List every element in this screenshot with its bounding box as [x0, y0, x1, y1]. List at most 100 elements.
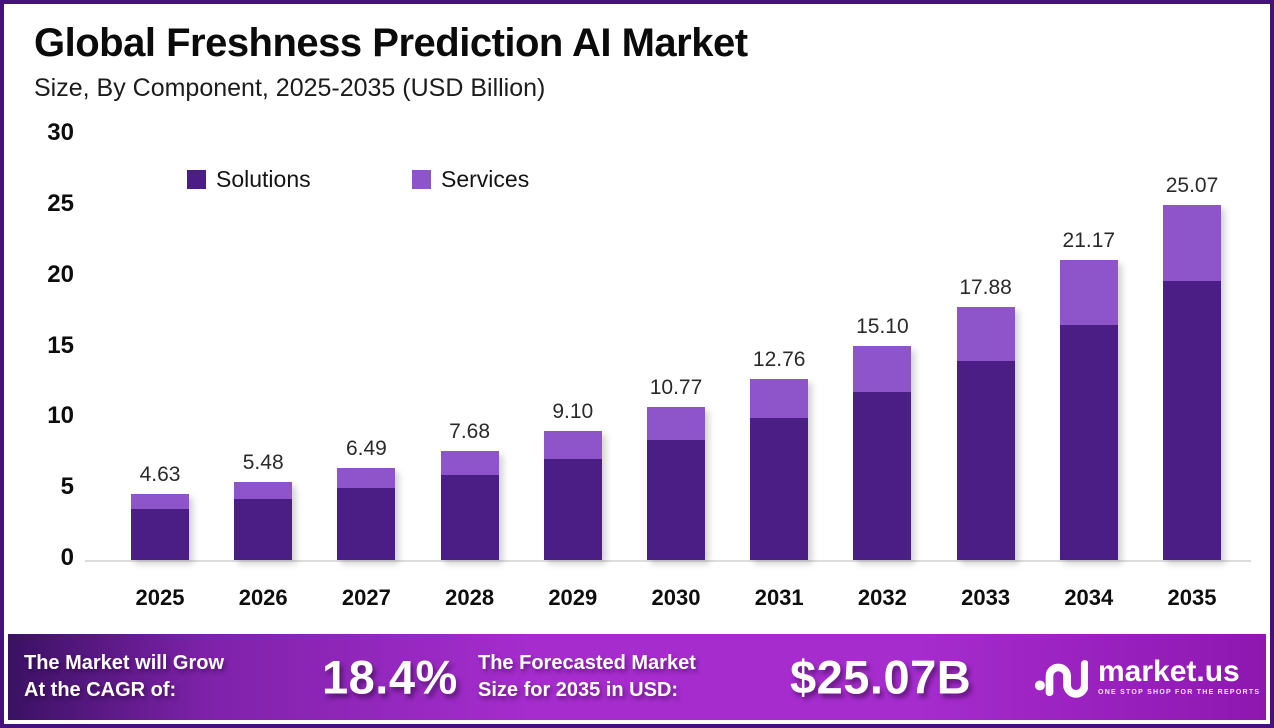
bar-column: 15.10	[853, 315, 912, 560]
bar-segment-solutions	[750, 418, 809, 560]
bar-total-label: 5.48	[242, 451, 284, 475]
y-tick-label: 20	[47, 260, 74, 288]
x-axis-label: 2030	[651, 585, 701, 610]
bar-stack	[543, 431, 602, 560]
bar-segment-services	[131, 494, 189, 509]
x-axis-label: 2026	[238, 585, 288, 610]
bar-segment-services	[1059, 260, 1118, 325]
legend-swatch-solutions-icon	[187, 170, 206, 189]
bar-stack	[750, 379, 809, 560]
cagr-label-line1: The Market will Grow	[24, 652, 225, 674]
bar-segment-services	[543, 431, 602, 459]
y-tick-label: 10	[47, 402, 74, 430]
bar-stack	[337, 468, 396, 560]
legend-item-services: Services	[412, 166, 637, 193]
bar-segment-services	[1163, 204, 1221, 282]
bar-segment-services	[337, 468, 396, 488]
bar-segment-services	[750, 379, 809, 419]
chart-legend: Solutions Services	[187, 166, 637, 193]
bar-total-label: 21.17	[1062, 229, 1116, 252]
x-axis-label: 2028	[445, 585, 495, 610]
marketus-logo-tagline: ONE STOP SHOP FOR THE REPORTS	[1098, 689, 1261, 696]
x-axis-label: 2035	[1167, 585, 1217, 610]
x-axis-label: 2034	[1064, 585, 1114, 610]
x-axis-label: 2032	[857, 585, 907, 610]
bar-total-label: 25.07	[1165, 173, 1219, 197]
x-axis-label: 2025	[135, 585, 185, 610]
forecast-value: $25.07B	[790, 650, 972, 704]
bar-column: 9.10	[543, 400, 602, 560]
bar-segment-solutions	[234, 499, 293, 560]
bar-column: 12.76	[750, 348, 809, 560]
bar-stack	[440, 451, 499, 560]
x-axis-label: 2029	[548, 585, 598, 610]
bar-column: 4.63	[131, 463, 189, 560]
bar-stack	[853, 346, 912, 560]
cagr-value: 18.4%	[322, 650, 458, 704]
y-tick-label: 0	[60, 544, 74, 571]
footer-banner: The Market will Grow At the CAGR of: 18.…	[8, 634, 1266, 720]
bar-total-label: 12.76	[752, 348, 806, 372]
chart-subtitle: Size, By Component, 2025-2035 (USD Billi…	[34, 74, 546, 102]
chart-canvas: Global Freshness Prediction AI Market Si…	[8, 8, 1266, 720]
marketus-logo: market.us ONE STOP SHOP FOR THE REPORTS	[1034, 654, 1260, 700]
x-axis-label: 2031	[754, 585, 804, 610]
bar-segment-solutions	[647, 440, 705, 560]
legend-label-solutions: Solutions	[216, 166, 311, 192]
bar-total-label: 4.63	[139, 463, 181, 487]
legend-item-solutions: Solutions	[187, 166, 412, 193]
bar-column: 21.17	[1059, 229, 1118, 560]
cagr-label-line2: At the CAGR of:	[24, 679, 177, 701]
bar-segment-services	[234, 482, 293, 500]
page-title: Global Freshness Prediction AI Market	[34, 21, 748, 65]
y-tick-label: 5	[60, 473, 74, 501]
bar-stack	[234, 482, 293, 560]
marketus-logo-text: market.us ONE STOP SHOP FOR THE REPORTS	[1098, 655, 1261, 697]
bar-stack	[1059, 260, 1118, 560]
bar-column: 10.77	[647, 376, 705, 560]
marketus-logo-name: market.us	[1098, 655, 1240, 688]
bar-stack	[1163, 204, 1221, 560]
bar-stack	[956, 306, 1015, 560]
bar-segment-services	[853, 346, 912, 393]
bar-segment-solutions	[543, 458, 602, 560]
bar-total-label: 7.68	[449, 420, 491, 444]
y-tick-label: 15	[47, 331, 74, 359]
bar-column: 5.48	[234, 451, 293, 560]
bar-segment-solutions	[131, 508, 189, 560]
bar-total-label: 6.49	[345, 437, 387, 461]
forecast-label-line2: Size for 2035 in USD:	[478, 679, 679, 701]
bar-chart-plot: 0 5 10 15 20 25 30 4.63 2025 5.48 2026 6.49 2027 7.68…	[8, 8, 1266, 720]
legend-swatch-services-icon	[412, 170, 431, 189]
legend-label-services: Services	[441, 166, 530, 192]
y-tick-label: 30	[47, 119, 74, 146]
bar-segment-solutions	[1059, 324, 1118, 560]
bar-segment-services	[647, 407, 705, 441]
bar-total-label: 9.10	[552, 400, 594, 424]
bar-stack	[131, 494, 189, 560]
bar-segment-solutions	[440, 474, 499, 560]
bar-total-label: 17.88	[959, 275, 1012, 299]
y-tick-label: 25	[47, 189, 74, 217]
bar-segment-solutions	[956, 361, 1015, 560]
bar-column: 17.88	[956, 276, 1015, 560]
bar-segment-services	[440, 451, 499, 475]
bar-segment-services	[956, 306, 1015, 362]
bar-segment-solutions	[337, 487, 396, 560]
cagr-label: The Market will Grow At the CAGR of:	[24, 650, 224, 704]
bar-column: 6.49	[337, 437, 396, 560]
bar-column: 25.07	[1163, 174, 1221, 560]
x-axis-line	[85, 560, 1251, 562]
bar-total-label: 15.10	[856, 315, 909, 339]
bar-column: 7.68	[440, 420, 499, 560]
bar-segment-solutions	[1163, 281, 1221, 560]
bar-segment-solutions	[853, 392, 912, 560]
bar-total-label: 10.77	[649, 376, 703, 400]
marketus-logo-icon	[1034, 660, 1088, 698]
x-axis-label: 2027	[341, 585, 391, 610]
forecast-label: The Forecasted Market Size for 2035 in U…	[478, 650, 696, 704]
x-axis-label: 2033	[961, 585, 1011, 610]
forecast-label-line1: The Forecasted Market	[478, 652, 696, 674]
bar-stack	[647, 407, 705, 560]
